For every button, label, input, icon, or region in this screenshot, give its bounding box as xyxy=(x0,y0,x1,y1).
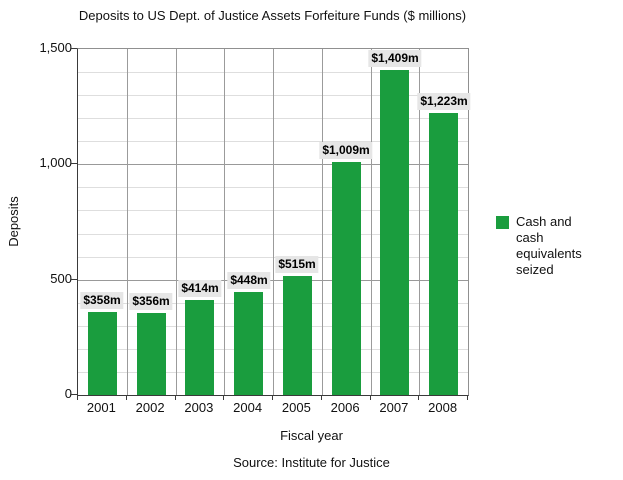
gridline-vertical-5 xyxy=(322,49,323,395)
x-tick-boundary-3 xyxy=(223,395,224,400)
x-tick-boundary-5 xyxy=(321,395,322,400)
y-tick-0 xyxy=(71,394,77,395)
y-tick-label-1500: 1,500 xyxy=(39,40,72,55)
bar-2007 xyxy=(380,70,409,395)
x-tick-label-2004: 2004 xyxy=(233,400,263,415)
x-tick-boundary-4 xyxy=(272,395,273,400)
bar-2003 xyxy=(185,300,214,395)
y-tick-label-1000: 1,000 xyxy=(39,155,72,171)
bar-value-label-2001: $358m xyxy=(80,292,124,309)
y-tick-1000 xyxy=(71,163,77,165)
x-tick-boundary-1 xyxy=(126,395,127,400)
x-tick-boundary-7 xyxy=(418,395,419,400)
bar-value-label-2005: $515m xyxy=(275,256,319,273)
gridline-vertical-4 xyxy=(273,49,274,395)
bar-2005 xyxy=(283,276,312,395)
x-tick-boundary-6 xyxy=(370,395,371,400)
gridline-vertical-6 xyxy=(371,49,372,395)
legend: Cash and cash equivalents seized xyxy=(496,214,596,278)
bar-2008 xyxy=(429,113,458,395)
bar-2002 xyxy=(137,313,166,395)
y-tick-label-500: 500 xyxy=(50,270,72,286)
bar-2004 xyxy=(234,292,263,395)
bar-2006 xyxy=(332,162,361,395)
gridline-vertical-7 xyxy=(419,49,420,395)
bar-value-label-2004: $448m xyxy=(227,272,271,289)
bar-value-label-2007: $1,409m xyxy=(368,50,422,67)
gridline-vertical-3 xyxy=(224,49,225,395)
bar-value-label-2003: $414m xyxy=(178,280,222,297)
bar-value-label-2006: $1,009m xyxy=(319,142,373,159)
x-tick-label-2008: 2008 xyxy=(428,400,458,415)
x-tick-label-2006: 2006 xyxy=(330,400,360,415)
x-tick-boundary-2 xyxy=(175,395,176,400)
legend-label-cash: Cash and cash equivalents seized xyxy=(516,214,582,277)
plot-area: $358m $356m $414m $448m $515m $1,009m $1,409m $… xyxy=(77,48,471,396)
gridline-vertical-2 xyxy=(176,49,177,395)
x-tick-label-2003: 2003 xyxy=(184,400,214,415)
x-axis-title: Fiscal year xyxy=(280,428,343,443)
y-tick-500 xyxy=(71,278,77,280)
chart-title: Deposits to US Dept. of Justice Assets F… xyxy=(78,8,467,23)
x-tick-label-2001: 2001 xyxy=(86,400,116,415)
x-tick-boundary-0 xyxy=(77,395,78,400)
y-tick-label-0: 0 xyxy=(64,386,72,401)
y-axis-title-text: Deposits xyxy=(5,195,21,247)
x-tick-boundary-8 xyxy=(467,395,468,400)
bar-value-label-2002: $356m xyxy=(129,293,173,310)
source-caption: Source: Institute for Justice xyxy=(233,455,390,470)
legend-swatch-cash xyxy=(496,216,509,229)
gridline-vertical-1 xyxy=(127,49,128,395)
x-tick-label-2007: 2007 xyxy=(379,400,409,415)
bar-2001 xyxy=(88,312,117,395)
y-axis-title: Deposits xyxy=(4,48,22,394)
bar-value-label-2008: $1,223m xyxy=(417,93,471,110)
y-tick-1500 xyxy=(71,48,77,49)
x-tick-label-2005: 2005 xyxy=(281,400,311,415)
x-tick-label-2002: 2002 xyxy=(135,400,165,415)
